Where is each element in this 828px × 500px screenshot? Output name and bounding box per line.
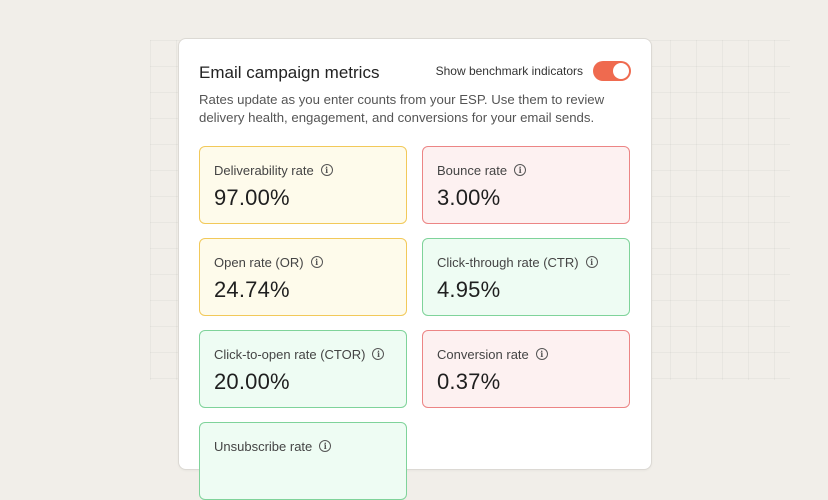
card-title: Email campaign metrics [199, 63, 380, 82]
info-icon[interactable]: i [319, 440, 332, 452]
metric-value: 20.00% [214, 369, 290, 394]
metric-open-rate: Open rate (OR) i 24.74% [199, 238, 407, 316]
info-icon[interactable]: i [585, 256, 598, 268]
info-icon[interactable]: i [310, 256, 323, 268]
metrics-grid: Deliverability rate i 97.00% Bounce rate… [199, 146, 630, 500]
metric-unsubscribe: Unsubscribe rate i [199, 422, 407, 500]
metric-click-to-open: Click-to-open rate (CTOR) i 20.00% [199, 330, 407, 408]
metric-label: Bounce rate [437, 162, 508, 178]
metric-value: 4.95% [437, 277, 501, 302]
info-icon[interactable]: i [372, 348, 385, 360]
info-icon[interactable]: i [320, 164, 333, 176]
benchmark-control: Show benchmark indicators [436, 61, 631, 81]
metric-conversion: Conversion rate i 0.37% [422, 330, 630, 408]
metric-value: 97.00% [214, 185, 290, 210]
card-description: Rates update as you enter counts from yo… [199, 92, 605, 125]
metric-value: 3.00% [437, 185, 501, 210]
metric-label: Conversion rate [437, 346, 529, 362]
benchmark-toggle[interactable] [593, 61, 631, 81]
metric-label: Click-through rate (CTR) [437, 254, 579, 270]
metric-label: Deliverability rate [214, 162, 314, 178]
metrics-card: Email campaign metrics Show benchmark in… [178, 38, 652, 500]
toggle-knob [613, 63, 629, 79]
metric-bounce: Bounce rate i 3.00% [422, 146, 630, 224]
metric-label: Open rate (OR) [214, 254, 304, 270]
benchmark-label: Show benchmark indicators [435, 64, 583, 78]
metric-label: Unsubscribe rate [214, 438, 313, 454]
metric-value: 0.37% [437, 369, 501, 394]
info-icon[interactable]: i [514, 164, 527, 176]
metric-value: 24.74% [214, 277, 290, 302]
metric-deliverability: Deliverability rate i 97.00% [199, 146, 407, 224]
metric-label: Click-to-open rate (CTOR) [214, 346, 366, 362]
info-icon[interactable]: i [535, 348, 548, 360]
metric-click-through: Click-through rate (CTR) i 4.95% [422, 238, 630, 316]
